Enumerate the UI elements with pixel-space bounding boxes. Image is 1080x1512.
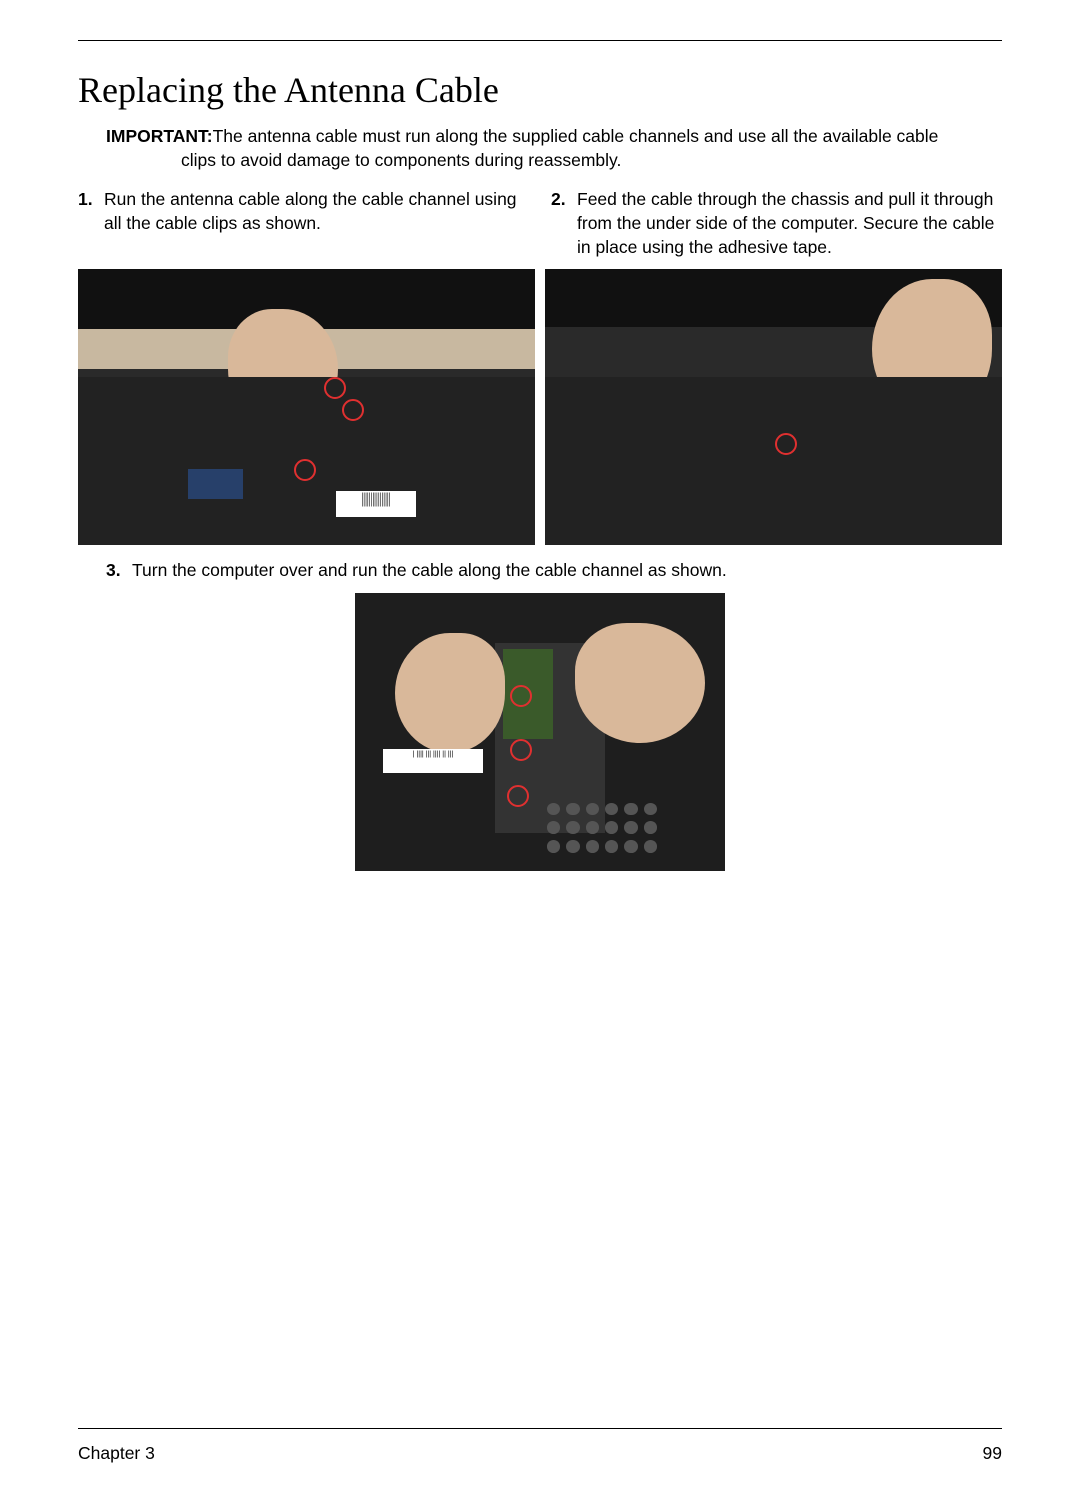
figure-3-wrap: | |||| ||| |||| || |||	[78, 593, 1002, 871]
important-note: IMPORTANT:The antenna cable must run alo…	[78, 125, 1002, 172]
page-title: Replacing the Antenna Cable	[78, 69, 1002, 111]
important-label: IMPORTANT:	[106, 126, 213, 146]
step-2: 2. Feed the cable through the chassis an…	[551, 188, 1002, 259]
steps-row-top: 1. Run the antenna cable along the cable…	[78, 188, 1002, 259]
figure-3-vents	[547, 803, 657, 853]
step-1-text: Run the antenna cable along the cable ch…	[104, 188, 529, 259]
page-footer: Chapter 3 99	[78, 1428, 1002, 1464]
step-2-text: Feed the cable through the chassis and p…	[577, 188, 1002, 259]
figure-2-chassis	[545, 377, 1002, 545]
figure-3-circle-2	[510, 739, 532, 761]
step-3-number: 3.	[106, 559, 132, 583]
important-text-2: clips to avoid damage to components duri…	[106, 149, 1002, 173]
figure-3-hand-left	[395, 633, 505, 753]
figure-2	[545, 269, 1002, 545]
figure-1-barcode: ||||||||||||||||||||||||||||||||	[336, 491, 416, 517]
figure-3-barcode: | |||| ||| |||| || |||	[383, 749, 483, 773]
figure-3-circle-3	[507, 785, 529, 807]
step-1: 1. Run the antenna cable along the cable…	[78, 188, 529, 259]
important-text-1: The antenna cable must run along the sup…	[213, 126, 939, 146]
figure-1-circle-2	[342, 399, 364, 421]
step-3: 3. Turn the computer over and run the ca…	[106, 559, 1002, 583]
figure-1-circle-1	[324, 377, 346, 399]
figure-1-circle-3	[294, 459, 316, 481]
footer-page-number: 99	[983, 1443, 1002, 1464]
step-2-number: 2.	[551, 188, 577, 259]
footer-rule	[78, 1428, 1002, 1429]
figure-row: ||||||||||||||||||||||||||||||||	[78, 269, 1002, 545]
figure-3-circle-1	[510, 685, 532, 707]
figure-1: ||||||||||||||||||||||||||||||||	[78, 269, 535, 545]
step-1-number: 1.	[78, 188, 104, 259]
figure-3: | |||| ||| |||| || |||	[355, 593, 725, 871]
figure-3-hand-right	[575, 623, 705, 743]
figure-2-circle-1	[775, 433, 797, 455]
step-3-text: Turn the computer over and run the cable…	[132, 559, 1002, 583]
top-rule	[78, 40, 1002, 41]
figure-1-connector	[188, 469, 243, 499]
footer-chapter: Chapter 3	[78, 1443, 155, 1464]
